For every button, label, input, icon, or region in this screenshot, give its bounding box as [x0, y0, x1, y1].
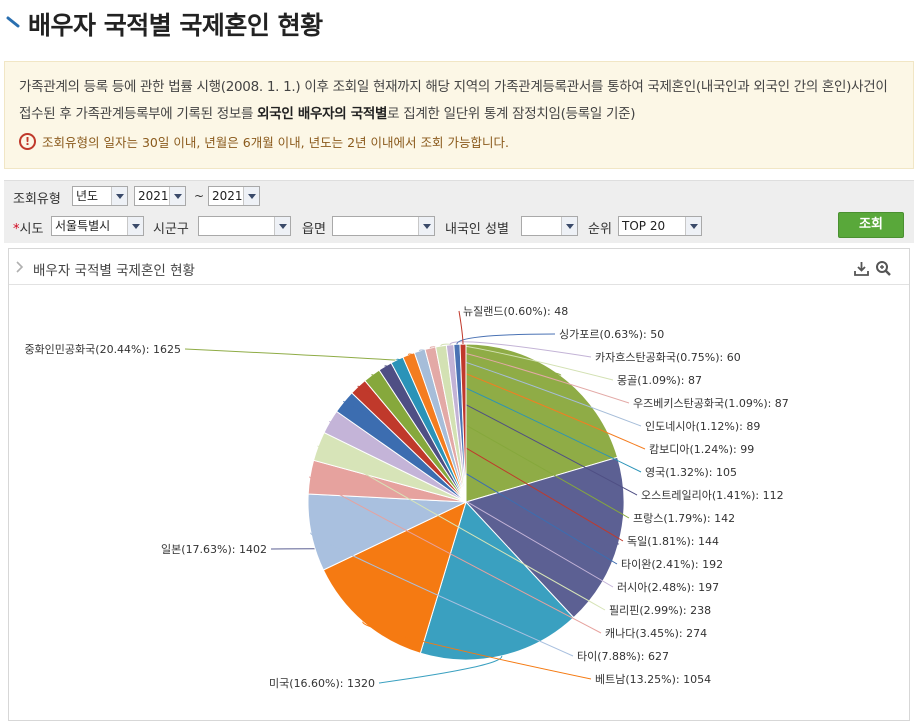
chart-panel: 배우자 국적별 국제혼인 현황 중화인민공화국(20.44%): 1625 일본(…	[8, 248, 910, 721]
year-to-value: 2021	[212, 189, 243, 203]
chevron-down-icon	[561, 217, 577, 235]
required-mark: *	[13, 222, 20, 237]
page-header: 배우자 국적별 국제혼인 현황	[0, 0, 918, 52]
sigungu-select[interactable]	[198, 216, 291, 236]
slice-label: 프랑스(1.79%): 142	[633, 512, 735, 525]
slice-label: 중화인민공화국(20.44%): 1625	[24, 343, 181, 356]
pie-slice[interactable]	[465, 343, 619, 503]
chevron-right-icon	[16, 261, 24, 273]
rank-label: 순위	[588, 222, 612, 237]
chart-panel-title: 배우자 국적별 국제혼인 현황	[33, 263, 195, 279]
leader-line	[449, 341, 592, 358]
slice-label: 영국(1.32%): 105	[645, 466, 737, 479]
query-type-select[interactable]: 년도	[72, 186, 128, 206]
slice-label: 카자흐스탄공화국(0.75%): 60	[595, 351, 741, 364]
chevron-down-icon	[169, 187, 185, 205]
notice-warning: ! 조회유형의 일자는 30일 이내, 년월은 6개월 이내, 년도는 2년 이…	[19, 132, 509, 151]
chevron-down-icon	[685, 217, 701, 235]
chart-header: 배우자 국적별 국제혼인 현황	[9, 249, 909, 285]
chevron-down-icon	[243, 187, 259, 205]
slice-label: 캄보디아(1.24%): 99	[649, 443, 754, 456]
year-from-value: 2021	[138, 189, 169, 203]
page-title: 배우자 국적별 국제혼인 현황	[28, 11, 323, 40]
notice-text-pre: 가족관계의 등록 등에 관한 법률 시행(2008. 1. 1.) 이후 조회일…	[19, 79, 888, 122]
chevron-down-icon	[127, 217, 143, 235]
chevron-down-icon	[111, 187, 127, 205]
leader-line	[309, 476, 602, 634]
leader-line	[440, 343, 614, 381]
slice-label: 독일(1.81%): 144	[627, 534, 719, 548]
sido-label-text: 시도	[19, 222, 44, 237]
range-separator: ~	[194, 189, 205, 203]
title-arrow-icon	[6, 16, 20, 28]
pie-slice[interactable]	[322, 501, 467, 654]
leader-line	[429, 346, 630, 404]
query-type-label: 조회유형	[13, 192, 61, 207]
chevron-down-icon	[274, 217, 290, 235]
filter-panel: 조회유형 년도 2021 ~ 2021 *시도 서울특별시 시군구 읍면 내국인…	[4, 180, 914, 243]
notice-text-bold: 외국인 배우자의 국적별	[257, 106, 388, 122]
year-from-select[interactable]: 2021	[134, 186, 186, 206]
leader-line	[310, 532, 574, 657]
slice-label: 타이(7.88%): 627	[577, 650, 669, 663]
leader-line	[419, 349, 642, 427]
gender-label: 내국인 성별	[445, 222, 509, 237]
notice-warning-text: 조회유형의 일자는 30일 이내, 년월은 6개월 이내, 년도는 2년 이내에…	[42, 135, 509, 150]
zoom-icon[interactable]	[875, 260, 892, 277]
slice-label: 일본(17.63%): 1402	[161, 542, 267, 556]
slice-label: 몽골(1.09%): 87	[617, 374, 702, 387]
pie-chart: 중화인민공화국(20.44%): 1625 일본(17.63%): 1402 미국(…	[24, 305, 789, 690]
sido-select[interactable]: 서울특별시	[51, 216, 144, 236]
leader-line	[458, 310, 464, 345]
sido-value: 서울특별시	[55, 219, 111, 233]
chevron-down-icon	[418, 217, 434, 235]
sigungu-label: 시군구	[153, 222, 189, 237]
search-button[interactable]: 조회	[838, 212, 904, 238]
slice-label: 뉴질랜드(0.60%): 48	[463, 305, 568, 318]
leader-line	[362, 621, 592, 680]
slice-label: 인도네시아(1.12%): 89	[645, 420, 760, 433]
slice-label: 싱가포르(0.63%): 50	[559, 328, 664, 341]
leader-line	[317, 445, 606, 611]
slice-label: 필리핀(2.99%): 238	[609, 604, 711, 617]
leader-line	[456, 333, 556, 345]
rank-select[interactable]: TOP 20	[618, 216, 702, 236]
gender-select[interactable]	[521, 216, 578, 236]
slice-label: 베트남(13.25%): 1054	[595, 673, 711, 686]
slice-label: 러시아(2.48%): 197	[617, 581, 719, 594]
slice-label: 캐나다(3.45%): 274	[605, 627, 707, 640]
slice-label: 오스트레일리아(1.41%): 112	[641, 488, 784, 502]
year-to-select[interactable]: 2021	[208, 186, 260, 206]
leader-line	[329, 421, 614, 588]
warning-icon: !	[19, 133, 36, 150]
leader-line	[378, 655, 503, 684]
query-type-value: 년도	[76, 189, 99, 203]
notice-box: 가족관계의 등록 등에 관한 법률 시행(2008. 1. 1.) 이후 조회일…	[4, 61, 914, 169]
eupmyeon-select[interactable]	[332, 216, 435, 236]
slice-label: 타이완(2.41%): 192	[621, 558, 723, 571]
notice-text-post: 로 집계한 일단위 통계 잠정치임(등록일 기준)	[387, 106, 636, 122]
leader-line	[184, 348, 562, 376]
rank-value: TOP 20	[622, 219, 666, 233]
sido-label: *시도	[13, 218, 43, 237]
download-icon[interactable]	[853, 260, 870, 277]
eupmyeon-label: 읍면	[302, 222, 326, 237]
slice-label: 우즈베키스탄공화국(1.09%): 87	[633, 397, 789, 410]
notice-text: 가족관계의 등록 등에 관한 법률 시행(2008. 1. 1.) 이후 조회일…	[19, 74, 903, 128]
slice-label: 미국(16.60%): 1320	[269, 677, 375, 690]
